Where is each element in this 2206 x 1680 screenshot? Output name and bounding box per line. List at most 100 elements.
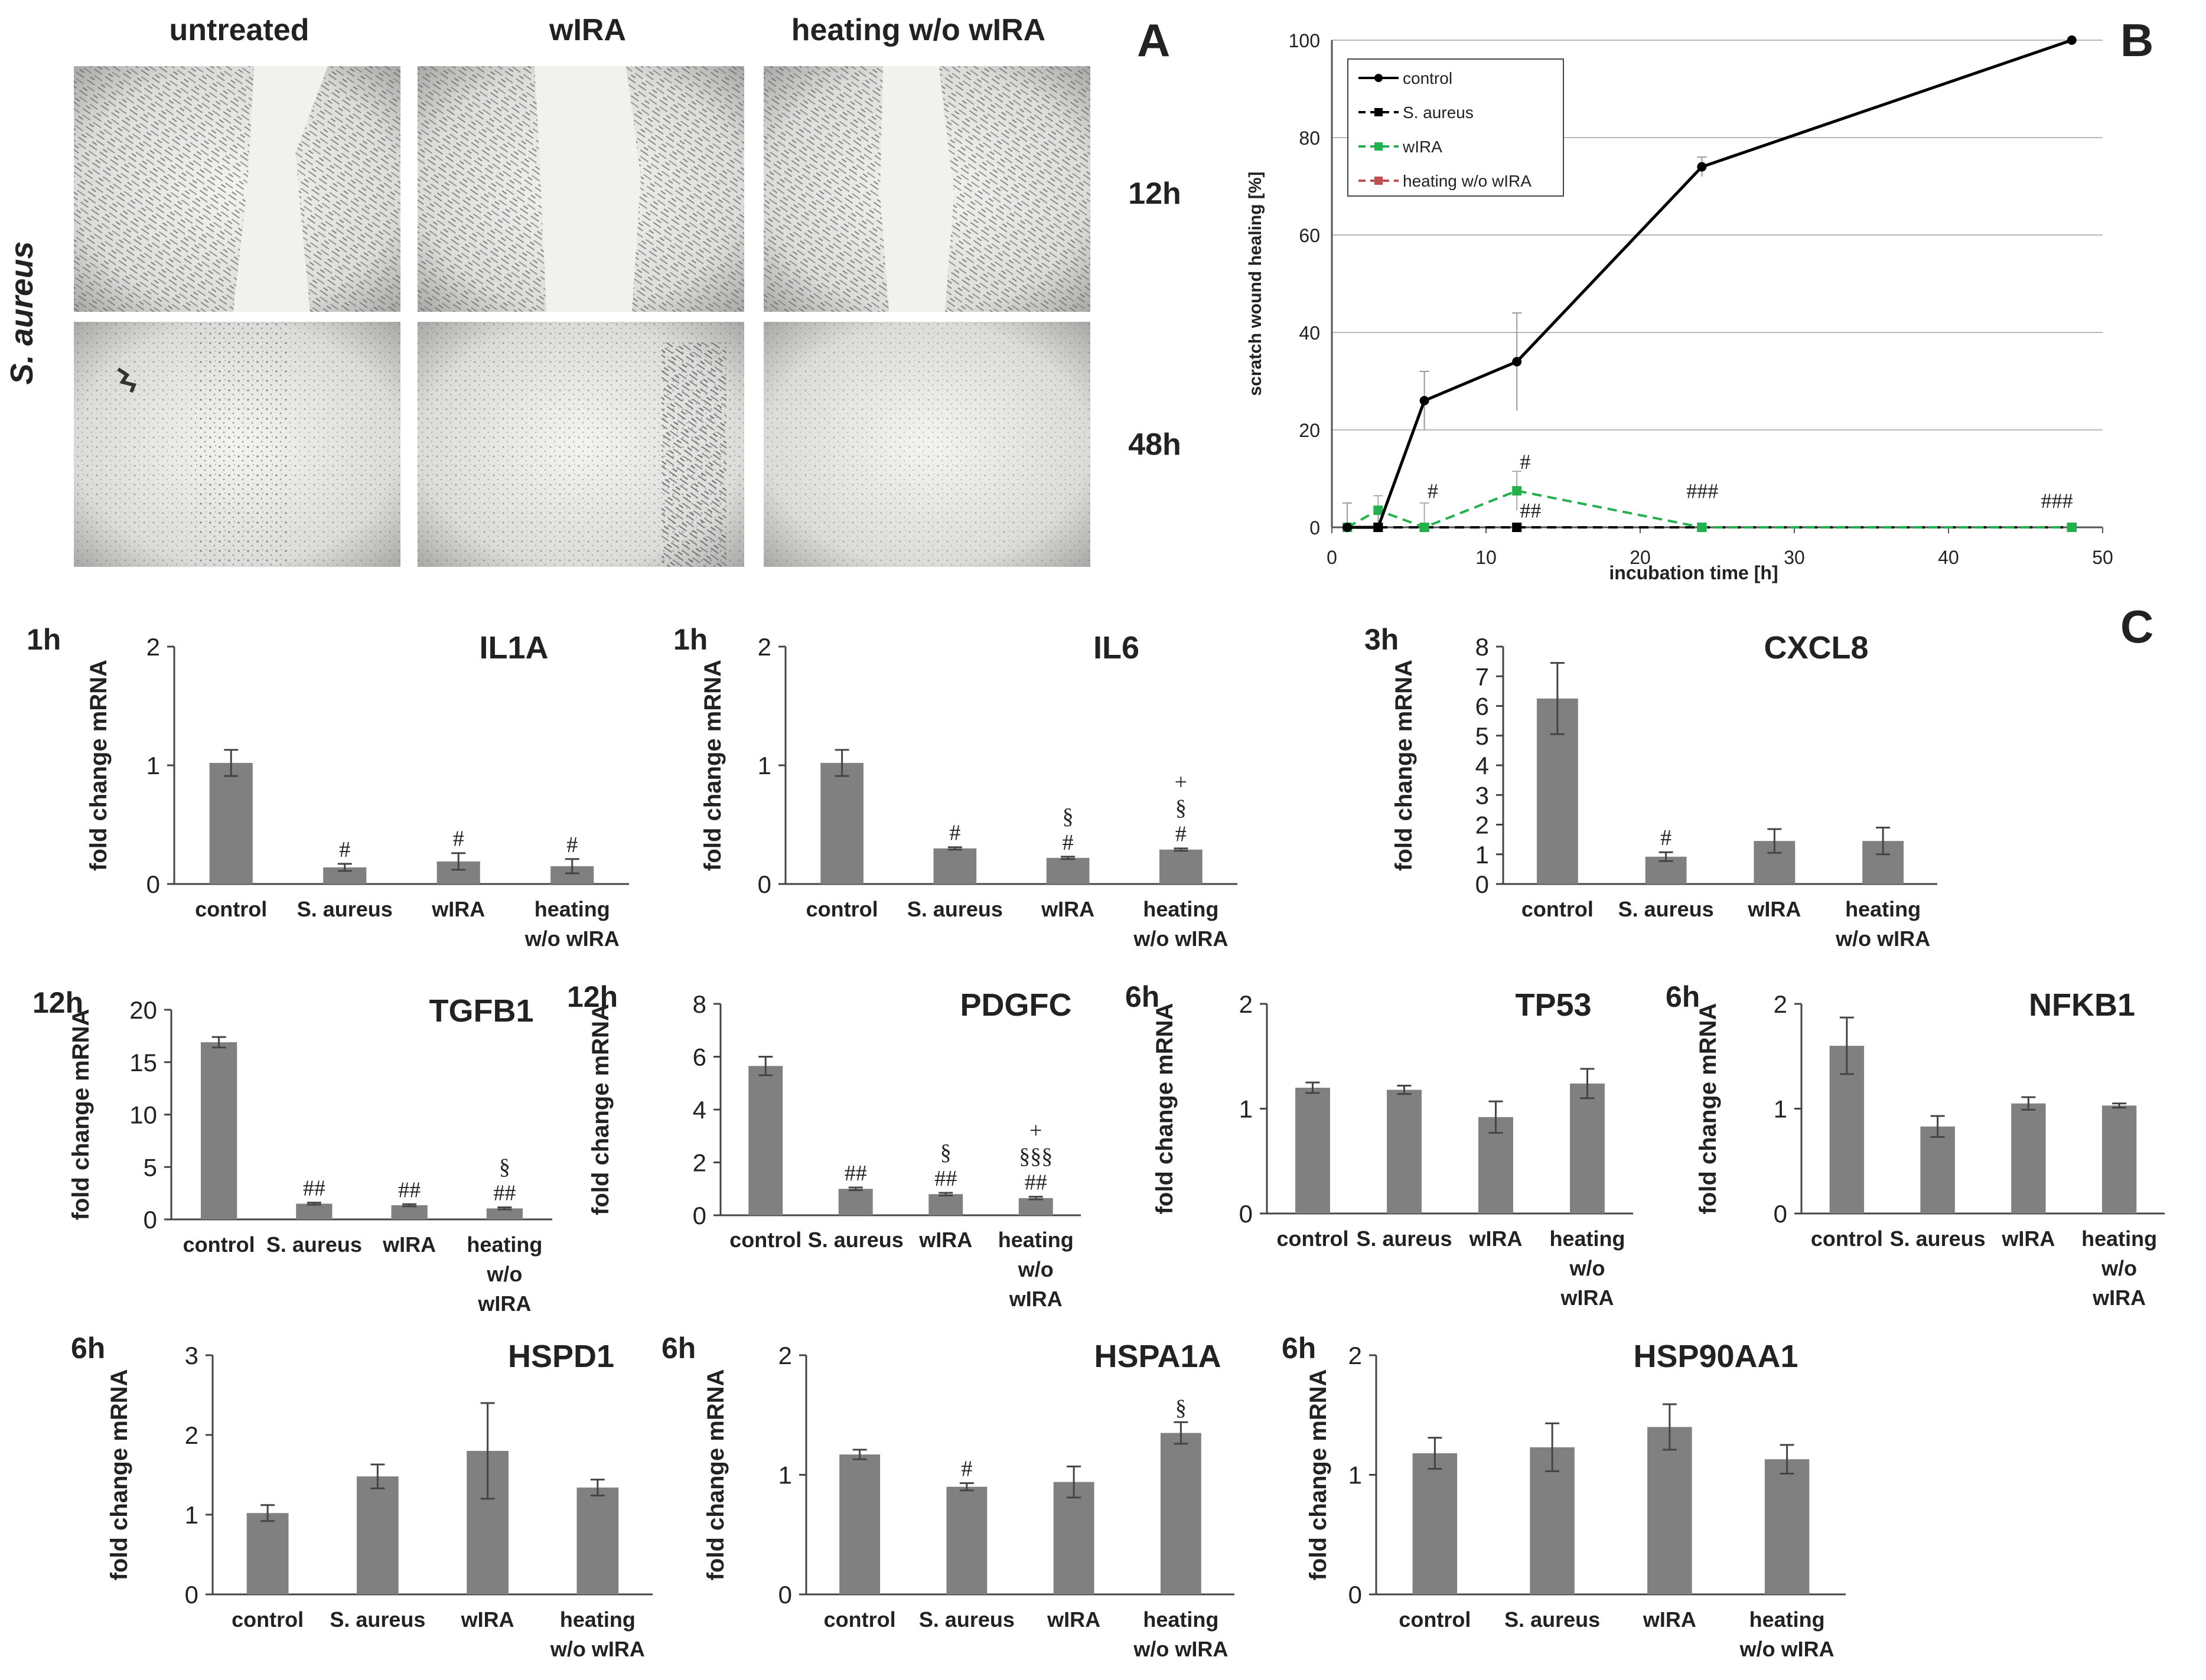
significance-mark: + (1175, 770, 1187, 795)
micrograph-48h-untreated (74, 322, 400, 567)
y-tick-label: 2 (185, 1421, 198, 1449)
category-label-line: w/o (2101, 1256, 2137, 1280)
y-tick-label: 6 (1475, 693, 1489, 720)
category-label-line: S. aureus (297, 897, 393, 921)
category-label: wIRA (1747, 897, 1801, 921)
data-point (1512, 357, 1522, 367)
y-axis-label: fold change mRNA (1695, 1003, 1721, 1215)
y-tick-label: 2 (778, 1342, 792, 1369)
significance-annotation: ## (1520, 499, 1541, 523)
category-label: heating w/o wIRA (1835, 897, 1930, 951)
significance-annotation: # (1428, 479, 1438, 503)
line-chart-wound-healing: 0 20 40 60 80 100 0 10 20 30 40 50 incubation time [… (1246, 30, 2113, 583)
category-label: S. aureus (297, 897, 393, 921)
micrograph-12h-untreated (74, 66, 400, 312)
bar (1046, 857, 1090, 884)
y-axis-label: scratch wound healing [%] (1246, 171, 1265, 396)
category-label-line: control (1399, 1607, 1471, 1632)
chart-title: HSPA1A (1094, 1339, 1221, 1374)
category-label-line: wIRA (2001, 1226, 2055, 1251)
category-label: S. aureus (330, 1607, 425, 1632)
bar-chart-il1a: 0 1 2 IL1A 1h fold change mRNA control # S. aure… (27, 623, 629, 951)
bar (748, 1066, 783, 1215)
column-title-heating: heating w/o wIRA (791, 13, 1045, 47)
y-tick-label: 2 (1475, 811, 1489, 839)
bar (1159, 849, 1203, 884)
category-label: wIRA (1041, 897, 1094, 921)
micrograph-panel: untreated wIRA heating w/o wIRA 12h 48h … (4, 13, 1181, 567)
y-tick-label: 20 (1299, 420, 1320, 441)
category-label-line: S. aureus (330, 1607, 425, 1632)
legend-box (1347, 58, 1564, 197)
bar (1160, 1433, 1201, 1594)
category-label: control (183, 1232, 255, 1257)
column-title-untreated: untreated (170, 13, 309, 47)
category-label: control (1811, 1226, 1883, 1251)
bar-chart-il6: 0 1 2 IL6 1h fold change mRNA control # S. aureu… (673, 623, 1237, 951)
y-axis-label: fold change mRNA (1305, 1369, 1331, 1581)
timepoint-label: 12h (567, 980, 618, 1013)
x-tick-label: 20 (1630, 547, 1651, 568)
category-label-line: w/o (1569, 1256, 1605, 1280)
bar (209, 762, 253, 884)
timepoint-label: 12h (32, 986, 83, 1019)
category-label-line: wIRA (1047, 1607, 1100, 1632)
row-title-48h: 48h (1128, 428, 1181, 462)
category-label: control (1399, 1607, 1471, 1632)
category-label: S. aureus (1890, 1226, 1986, 1251)
category-label-line: control (1277, 1226, 1349, 1251)
y-tick-label: 8 (1475, 633, 1489, 661)
category-label-line: control (195, 897, 267, 921)
category-label: heating w/o wIRA (467, 1232, 542, 1316)
chart-title: PDGFC (960, 987, 1072, 1023)
bar (296, 1203, 333, 1219)
bar-chart-hsp90aa1: 0 1 2 HSP90AA1 6h fold change mRNA control S. a… (1282, 1332, 1846, 1661)
legend-marker (1374, 142, 1383, 151)
bar (576, 1487, 619, 1594)
bar (486, 1208, 523, 1219)
category-label: wIRA (1643, 1607, 1696, 1632)
category-label-line: wIRA (1009, 1287, 1063, 1311)
category-label: S. aureus (1356, 1226, 1452, 1251)
significance-mark: # (1660, 826, 1671, 850)
category-label-line: wIRA (2092, 1286, 2146, 1310)
y-tick-label: 80 (1299, 128, 1320, 149)
bar (946, 1486, 988, 1594)
micrograph-12h-heating (764, 66, 1090, 312)
significance-mark: # (1175, 822, 1187, 847)
category-label-line: heating (535, 897, 610, 921)
category-label-line: control (729, 1228, 801, 1252)
row-group-label: S. aureus (4, 241, 40, 384)
bar (1053, 1482, 1094, 1594)
category-label-line: control (1811, 1226, 1883, 1251)
data-point (1419, 396, 1429, 406)
y-tick-label: 2 (146, 633, 160, 661)
series-line-control (1347, 38, 2073, 529)
bar (1764, 1459, 1810, 1594)
x-tick-label: 50 (2092, 547, 2113, 568)
category-label-line: w/o wIRA (550, 1637, 645, 1661)
legend-entry: control (1403, 69, 1452, 87)
category-label-line: wIRA (1041, 897, 1094, 921)
y-tick-label: 3 (1475, 781, 1489, 809)
y-axis-label: fold change mRNA (1152, 1003, 1178, 1215)
category-label-line: w/o wIRA (1835, 927, 1930, 951)
category-label-line: wIRA (431, 897, 485, 921)
y-tick-label: 1 (185, 1501, 198, 1529)
category-label: control (729, 1228, 801, 1252)
category-label-line: control (232, 1607, 304, 1632)
data-point (1697, 162, 1707, 172)
category-label: control (232, 1607, 304, 1632)
category-label: wIRA (1047, 1607, 1100, 1632)
y-tick-label: 6 (693, 1043, 706, 1071)
category-label-line: heating (1749, 1607, 1825, 1632)
timepoint-label: 6h (1282, 1332, 1316, 1365)
y-tick-label: 2 (693, 1149, 706, 1177)
legend-entry: S. aureus (1403, 103, 1474, 122)
y-tick-label: 3 (185, 1342, 198, 1369)
category-label: control (195, 897, 267, 921)
category-label: heating w/o wIRA (1549, 1226, 1625, 1310)
